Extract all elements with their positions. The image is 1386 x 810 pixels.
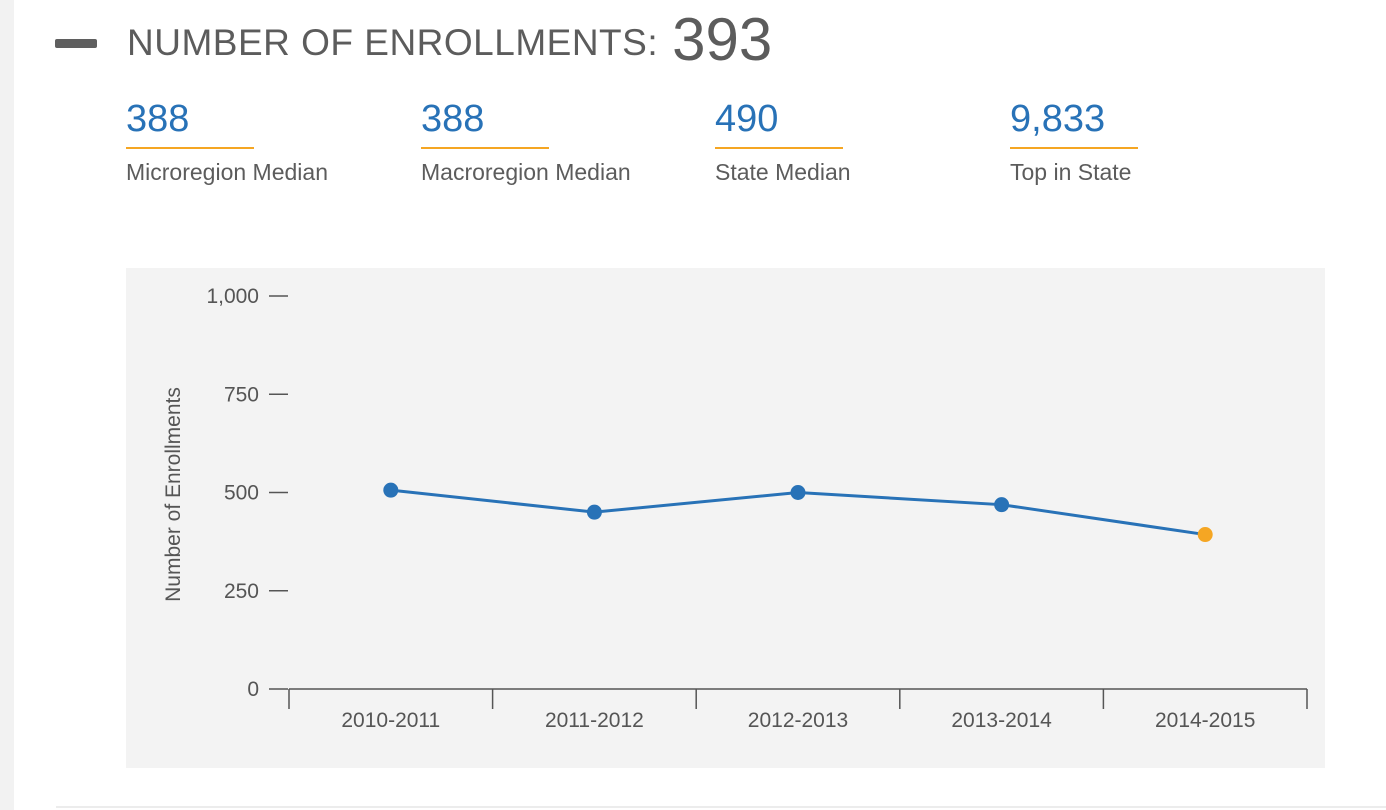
chart-svg: 0 250 500 750 1,000 Number of Enrollments 2010… [162,285,1308,732]
data-point [586,504,602,520]
stat-value: 490 [715,98,843,149]
x-tick-label: 2014-2015 [1155,709,1255,732]
data-point [383,482,399,498]
stat-value: 388 [126,98,254,149]
divider [56,806,1386,808]
y-tick-label: 500 [224,482,259,505]
x-tick-label: 2011-2012 [545,709,644,732]
enrollment-chart: 0 250 500 750 1,000 Number of Enrollments 2010… [126,268,1325,768]
stat-value: 9,833 [1010,98,1138,149]
x-tick-label: 2010-2011 [341,709,440,732]
x-tick-label: 2012-2013 [748,709,848,732]
stat-label: State Median [715,159,851,185]
data-point [790,485,806,500]
stat-microregion-median: 388 Microregion Median [126,98,328,186]
stat-state-median: 490 State Median [715,98,851,186]
section-title: NUMBER OF ENROLLMENTS: [127,22,659,63]
data-point [1197,527,1213,543]
stat-label: Top in State [1010,159,1132,185]
stat-macroregion-median: 388 Macroregion Median [421,98,631,186]
stats-row: 388 Microregion Median 388 Macroregion M… [0,98,1386,198]
y-tick-label: 1,000 [206,285,259,308]
section-value: 393 [672,5,773,73]
y-axis-title: Number of Enrollments [162,387,185,602]
stat-value: 388 [421,98,549,149]
section-header: NUMBER OF ENROLLMENTS: 393 [55,5,773,78]
y-tick-label: 250 [224,580,259,603]
y-tick-label: 750 [224,383,259,406]
minus-icon[interactable] [55,38,97,48]
stat-label: Microregion Median [126,159,328,185]
x-tick-label: 2013-2014 [951,709,1052,732]
y-tick-label: 0 [247,678,259,701]
left-rail [0,0,14,810]
stat-top-in-state: 9,833 Top in State [1010,98,1138,186]
data-point [994,497,1010,513]
stat-label: Macroregion Median [421,159,631,185]
